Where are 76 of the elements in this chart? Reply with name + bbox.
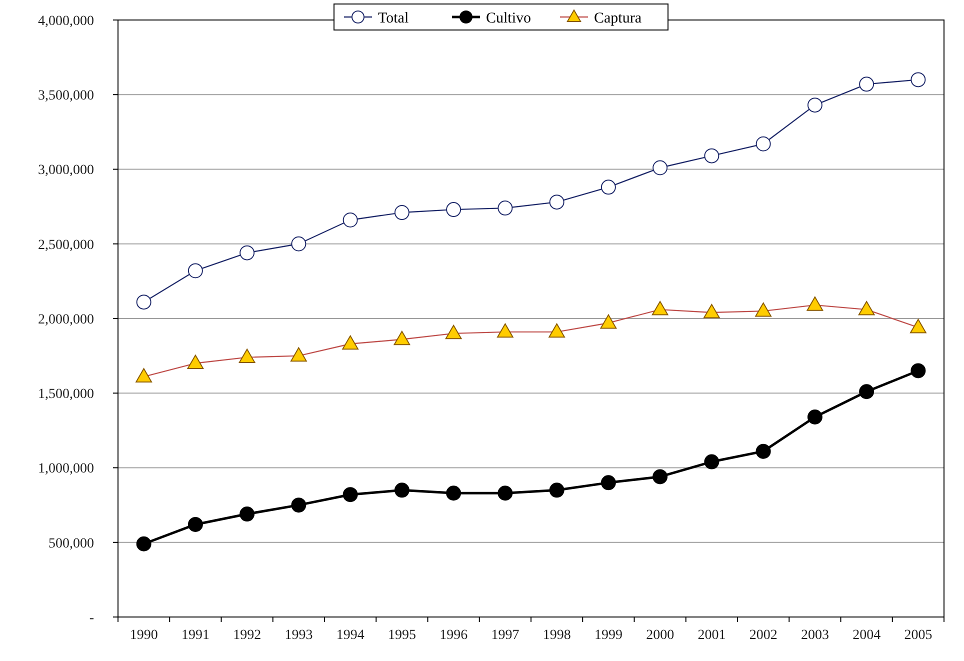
point	[910, 72, 926, 88]
x-tick-label: 1998	[542, 628, 571, 643]
point	[704, 148, 720, 164]
point	[600, 314, 617, 329]
legend-label: Total	[378, 10, 409, 26]
point	[549, 482, 564, 498]
y-tick-label: -	[89, 610, 94, 626]
x-tick-label: 2004	[852, 628, 881, 643]
legend-label: Cultivo	[486, 10, 532, 26]
point	[910, 363, 926, 378]
point	[394, 482, 410, 498]
point	[652, 160, 668, 176]
point	[188, 516, 203, 532]
y-tick-label: 1,000,000	[38, 462, 94, 477]
point	[859, 384, 874, 400]
point	[652, 469, 668, 484]
point	[756, 136, 771, 152]
y-tick-label: 1,500,000	[38, 387, 94, 402]
x-tick-label: 2000	[646, 628, 674, 643]
point	[136, 368, 152, 382]
point	[136, 536, 152, 552]
x-tick-label: 1997	[491, 628, 520, 643]
point	[910, 318, 926, 334]
point	[756, 444, 771, 459]
point	[549, 194, 564, 210]
point	[498, 486, 513, 501]
x-tick-label: 2005	[904, 628, 932, 643]
point	[858, 300, 875, 316]
point	[703, 304, 720, 318]
x-tick-label: 2003	[800, 628, 829, 643]
point	[807, 98, 822, 113]
y-tick-label: 500,000	[48, 536, 94, 552]
x-tick-label: 1995	[388, 628, 416, 643]
point	[859, 76, 874, 92]
point	[238, 348, 256, 364]
x-tick-label: 1993	[284, 628, 313, 643]
x-tick-label: 1996	[440, 628, 468, 643]
point	[187, 354, 204, 370]
point	[652, 300, 668, 316]
x-tick-label: 2001	[698, 628, 726, 643]
point	[291, 498, 306, 513]
point	[807, 410, 822, 424]
point	[600, 475, 616, 490]
x-tick-label: 1999	[594, 628, 622, 643]
point	[446, 486, 462, 501]
point	[290, 347, 307, 362]
point	[445, 324, 462, 340]
x-tick-label: 1994	[336, 628, 364, 643]
point	[496, 323, 514, 338]
y-tick-label: 3,500,000	[38, 88, 94, 104]
point	[498, 200, 513, 216]
point	[342, 335, 359, 350]
point	[240, 245, 255, 260]
point	[240, 506, 255, 522]
point	[291, 236, 306, 252]
point	[394, 205, 410, 220]
x-tick-label: 1990	[130, 628, 158, 643]
point	[342, 487, 358, 502]
point	[755, 302, 772, 317]
legend-label: Captura	[594, 10, 642, 26]
point	[342, 212, 358, 228]
y-tick-label: 3,000,000	[38, 163, 94, 178]
x-tick-label: 1991	[181, 628, 210, 643]
point	[446, 202, 462, 218]
point	[394, 330, 410, 346]
point	[600, 180, 616, 195]
y-tick-label: 2,500,000	[38, 238, 94, 253]
point	[136, 294, 152, 310]
point	[548, 323, 566, 338]
y-tick-label: 4,000,000	[38, 14, 94, 29]
point	[704, 454, 720, 470]
point	[188, 263, 203, 278]
x-tick-label: 2002	[749, 628, 778, 643]
x-tick-label: 1992	[233, 628, 262, 643]
y-tick-label: 2,000,000	[38, 312, 94, 328]
point	[806, 296, 824, 311]
